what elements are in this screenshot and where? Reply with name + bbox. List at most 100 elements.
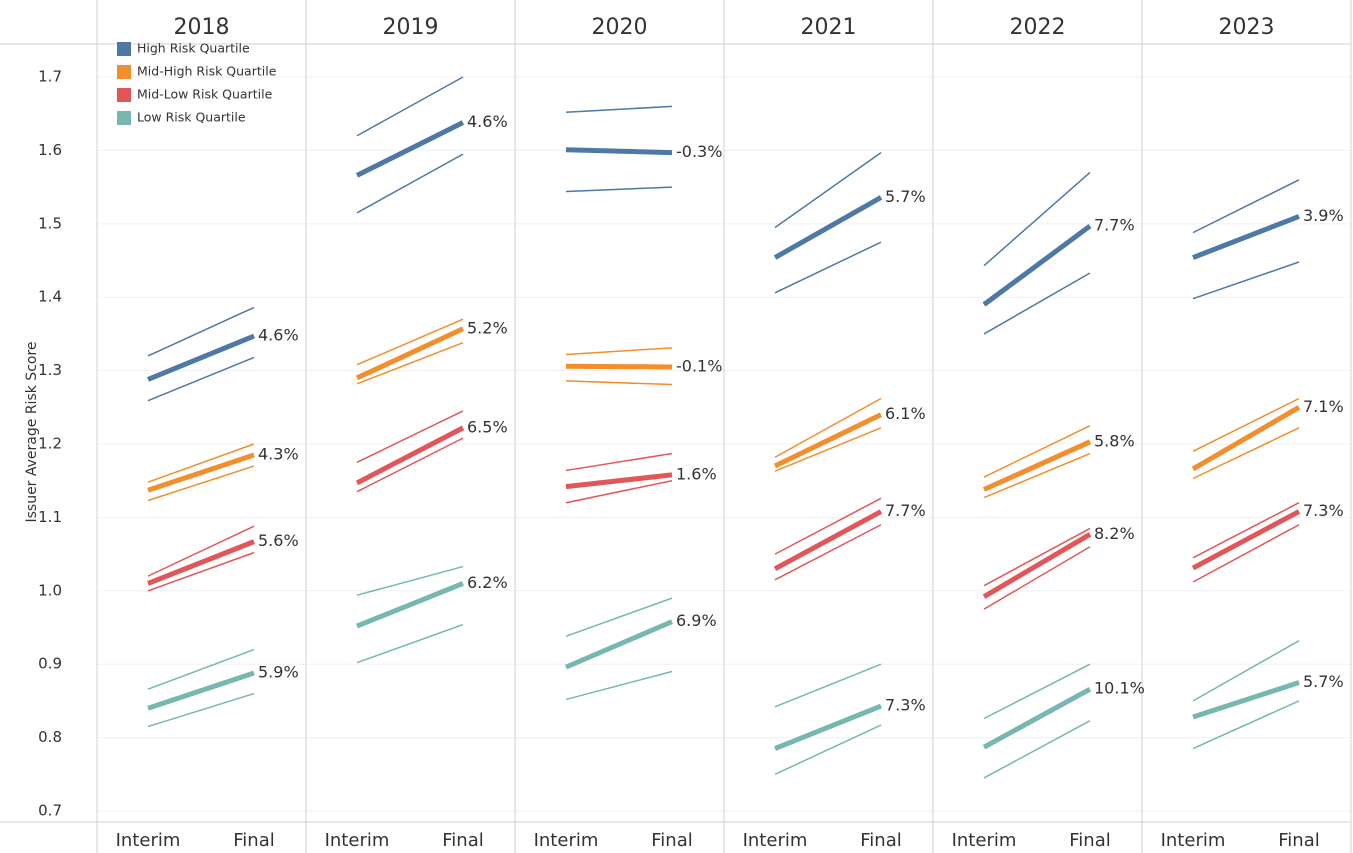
y-tick-label: 1.0 (38, 581, 62, 599)
mean-line (147, 333, 255, 382)
x-tick-label: Interim (743, 830, 808, 851)
change-label: 7.1% (1303, 397, 1344, 416)
legend-label: High Risk Quartile (137, 41, 250, 56)
panel-title: 2018 (174, 15, 230, 40)
change-label: 5.7% (885, 187, 926, 206)
mean-line (773, 412, 883, 469)
legend-swatch (117, 65, 131, 79)
x-tick-label: Final (442, 830, 483, 851)
mean-line (565, 363, 673, 370)
band-line (356, 76, 464, 137)
band-line (774, 152, 882, 229)
change-label: 5.9% (258, 663, 299, 682)
band-line (774, 397, 882, 458)
panel-title: 2023 (1219, 15, 1275, 40)
mean-line (773, 195, 883, 260)
x-tick-label: Interim (534, 830, 599, 851)
mean-line (1192, 680, 1300, 720)
panel-title: 2019 (383, 15, 439, 40)
band-line (1192, 261, 1300, 300)
y-tick-label: 0.7 (38, 801, 62, 819)
band-line (983, 452, 1091, 499)
band-line (147, 356, 255, 402)
change-label: 7.3% (885, 696, 926, 715)
band-line (147, 692, 255, 728)
band-line (774, 724, 882, 775)
legend-swatch (117, 42, 131, 56)
panel-title: 2020 (592, 15, 648, 40)
x-tick-label: Final (1069, 830, 1110, 851)
change-label: 1.6% (676, 464, 717, 483)
legend-label: Mid-Low Risk Quartile (137, 87, 273, 102)
mean-line (773, 509, 883, 571)
legend-label: Mid-High Risk Quartile (137, 64, 277, 79)
band-line (1192, 427, 1300, 480)
band-line (356, 565, 464, 596)
band-line (147, 648, 255, 690)
mean-line (1191, 509, 1301, 571)
y-tick-label: 1.6 (38, 141, 62, 159)
change-label: 5.2% (467, 318, 508, 337)
mean-line (356, 581, 464, 629)
band-line (147, 443, 255, 483)
mean-line (147, 539, 255, 586)
y-tick-label: 1.1 (38, 508, 62, 526)
band-line (1192, 700, 1300, 750)
band-line (147, 525, 255, 577)
x-tick-label: Final (233, 830, 274, 851)
change-label: 6.5% (467, 417, 508, 436)
mean-line (355, 120, 465, 178)
mean-line (147, 670, 255, 711)
x-tick-label: Final (1278, 830, 1319, 851)
change-label: 4.6% (467, 112, 508, 131)
band-line (356, 318, 464, 366)
mean-line (565, 472, 673, 490)
band-line (565, 105, 673, 114)
mean-line (565, 147, 673, 156)
change-label: 6.1% (885, 404, 926, 423)
band-line (565, 380, 673, 386)
y-tick-label: 1.5 (38, 214, 62, 232)
mean-line (982, 686, 1092, 750)
mean-line (355, 425, 465, 486)
band-line (983, 546, 1091, 610)
band-line (356, 153, 464, 214)
x-tick-label: Interim (116, 830, 181, 851)
change-label: 5.8% (1094, 431, 1135, 450)
mean-line (1192, 214, 1300, 260)
band-line (1192, 640, 1300, 702)
x-tick-label: Interim (952, 830, 1017, 851)
band-line (1192, 524, 1300, 583)
x-tick-label: Interim (325, 830, 390, 851)
mean-line (982, 224, 1092, 307)
x-tick-label: Final (651, 830, 692, 851)
x-tick-label: Final (860, 830, 901, 851)
band-line (356, 342, 464, 385)
band-line (983, 663, 1091, 720)
band-line (774, 524, 882, 581)
band-line (1192, 179, 1300, 234)
band-line (983, 527, 1091, 587)
mean-line (355, 326, 465, 381)
band-line (983, 272, 1091, 335)
band-line (356, 410, 464, 464)
mean-line (774, 703, 882, 751)
change-label: 7.3% (1303, 501, 1344, 520)
y-tick-label: 0.8 (38, 728, 62, 746)
y-tick-label: 1.3 (38, 361, 62, 379)
legend-swatch (117, 88, 131, 102)
band-line (983, 424, 1091, 478)
y-axis-label: Issuer Average Risk Score (24, 341, 40, 522)
change-label: -0.3% (676, 142, 722, 161)
change-label: 10.1% (1094, 679, 1145, 698)
mean-line (565, 619, 673, 670)
mean-line (1191, 405, 1301, 472)
legend-label: Low Risk Quartile (137, 110, 246, 125)
change-label: 8.2% (1094, 524, 1135, 543)
x-tick-label: Interim (1161, 830, 1226, 851)
change-label: 6.9% (676, 611, 717, 630)
y-tick-label: 1.2 (38, 435, 62, 453)
band-line (774, 663, 882, 708)
band-line (565, 452, 673, 472)
